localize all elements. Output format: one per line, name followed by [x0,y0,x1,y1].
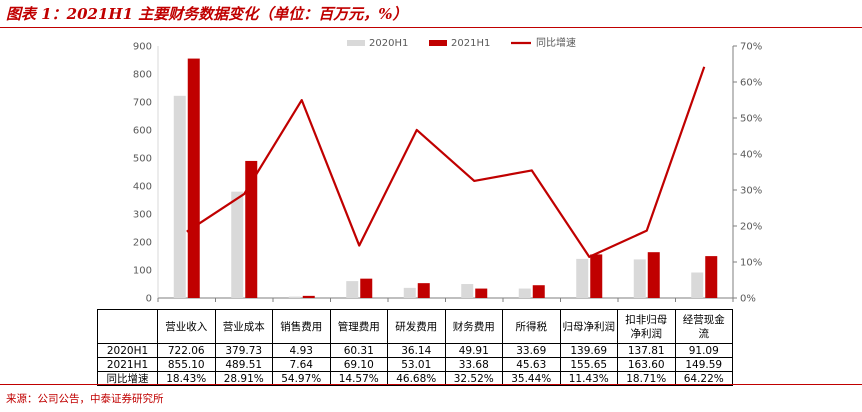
series-row-label: 2020H1 [97,343,158,358]
y-left-tick-label: 400 [133,182,152,193]
table-cell-value: 33.68 [444,357,503,372]
table-cell-value: 7.64 [272,357,331,372]
bar-2020h1 [518,288,531,298]
table-cell-value: 91.09 [674,343,733,358]
bar-2021h1 [705,256,718,298]
y-right-tick-label: 50% [740,114,762,125]
bar-2020h1 [346,281,359,298]
table-row: 2020H1 722.06 379.73 4.93 60.31 36.14 49.91 33.… [97,343,733,358]
figure-title: 图表 1：2021H1 主要财务数据变化（单位：百万元，%） [6,5,408,23]
table-cell-value: 35.44% [502,371,561,386]
category-label: 管理费用 [329,309,388,344]
table-cell-value: 139.69 [559,343,618,358]
y-left-tick-label: 100 [133,266,152,277]
table-cell-value: 18.71% [617,371,676,386]
title-divider [0,27,862,28]
y-left-tick-label: 200 [133,238,152,249]
category-label: 归母净利润 [559,309,618,344]
table-cell-value: 54.97% [272,371,331,386]
bar-2021h1 [475,288,488,298]
legend-swatch-2020h1 [347,40,365,46]
table-corner-cell [97,309,158,344]
bar-2020h1 [691,272,704,298]
legend-label-2021h1: 2021H1 [451,38,490,49]
financial-chart: 0 100 200 300 400 500 600 700 800 900 0% 10% 20% 30% 4… [133,36,762,305]
bar-2021h1 [532,285,545,298]
table-header-row: 营业收入 营业成本 销售费用 管理费用 研发费用 财务费用 所得税 归母净利润 扣非归母 净利润经… [97,309,733,344]
table-cell-value: 489.51 [214,357,273,372]
category-label: 所得税 [502,309,561,344]
table-cell-value: 64.22% [674,371,733,386]
category-label: 营业成本 [214,309,273,344]
table-cell-value: 11.43% [559,371,618,386]
category-label: 研发费用 [387,309,446,344]
y-left-tick-label: 0 [146,294,152,305]
table-cell-value: 45.63 [502,357,561,372]
chart-bars [173,58,718,299]
table-cell-value: 855.10 [157,357,216,372]
category-label: 营业收入 [157,309,216,344]
table-cell-value: 46.68% [387,371,446,386]
y-left-tick-label: 300 [133,210,152,221]
bar-2020h1 [231,191,244,298]
bar-2021h1 [590,254,603,298]
table-row: 2021H1 855.10 489.51 7.64 69.10 53.01 33.68 45.… [97,357,733,372]
bar-2020h1 [576,258,589,298]
legend-swatch-2021h1 [429,40,447,46]
y-right-tick-label: 40% [740,150,762,161]
table-cell-value: 137.81 [617,343,676,358]
table-cell-value: 722.06 [157,343,216,358]
bar-2020h1 [173,95,186,298]
table-cell-value: 69.10 [329,357,388,372]
bar-2021h1 [302,295,315,298]
table-cell-value: 4.93 [272,343,331,358]
chart-legend: 2020H1 2021H1 同比增速 [347,36,576,49]
table-row: 同比增速 18.43% 28.91% 54.97% 14.57% 46.68% 32.52%… [97,371,733,386]
y-left-tick-label: 500 [133,154,152,165]
y-left-tick-label: 900 [133,42,152,53]
bar-2021h1 [245,160,258,298]
bar-2021h1 [417,283,430,298]
category-label: 财务费用 [444,309,503,344]
table-cell-value: 49.91 [444,343,503,358]
table-cell-value: 53.01 [387,357,446,372]
table-cell-value: 149.59 [674,357,733,372]
y-right-tick-label: 60% [740,78,762,89]
y-right-tick-label: 20% [740,222,762,233]
y-left-tick-label: 700 [133,98,152,109]
bar-2020h1 [633,259,646,298]
table-cell-value: 36.14 [387,343,446,358]
y-right-tick-label: 10% [740,258,762,269]
y-left-tick-label: 800 [133,70,152,81]
category-label: 经营现金流 [674,309,733,344]
legend-label-growth: 同比增速 [536,36,576,49]
table-cell-value: 28.91% [214,371,273,386]
y-right-tick-label: 0% [740,294,756,305]
table-cell-value: 60.31 [329,343,388,358]
data-table: 营业收入 营业成本 销售费用 管理费用 研发费用 财务费用 所得税 归母净利润 扣非归母 净利润经… [97,309,733,386]
bar-2020h1 [461,284,474,298]
y-right-tick-label: 30% [740,186,762,197]
category-label: 扣非归母 净利润 [617,309,676,344]
growth-line-layer [186,66,706,258]
growth-rate-line [186,66,706,258]
bar-2020h1 [403,287,416,298]
legend-label-2020h1: 2020H1 [369,38,408,49]
bar-2021h1 [647,252,660,298]
bar-2021h1 [187,58,200,299]
y-left-tick-label: 600 [133,126,152,137]
source-divider [0,384,862,385]
source-note: 来源：公司公告，中泰证券研究所 [6,393,164,405]
series-row-label: 同比增速 [97,371,158,386]
table-cell-value: 14.57% [329,371,388,386]
table-cell-value: 155.65 [559,357,618,372]
bar-2020h1 [288,296,301,298]
table-cell-value: 33.69 [502,343,561,358]
category-label: 销售费用 [272,309,331,344]
series-row-label: 2021H1 [97,357,158,372]
bar-2021h1 [360,278,373,298]
table-cell-value: 379.73 [214,343,273,358]
table-cell-value: 163.60 [617,357,676,372]
y-right-tick-label: 70% [740,42,762,53]
